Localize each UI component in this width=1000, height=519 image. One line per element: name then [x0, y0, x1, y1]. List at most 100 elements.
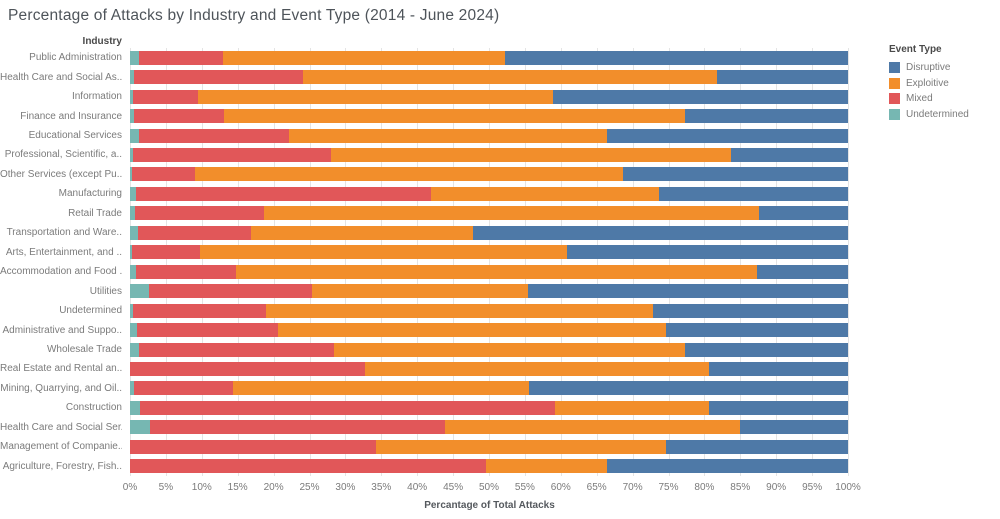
- bar-segment-mixed[interactable]: [140, 400, 556, 415]
- bar-segment-undetermined[interactable]: [130, 50, 139, 65]
- bar-segment-disruptive[interactable]: [684, 342, 848, 357]
- bar-segment-exploitive[interactable]: [264, 206, 759, 221]
- row-label[interactable]: Agriculture, Forestry, Fish..: [2, 460, 122, 472]
- bar-segment-exploitive[interactable]: [223, 50, 505, 65]
- row-label[interactable]: Health Care and Social Ser..: [0, 421, 122, 433]
- bar-segment-mixed[interactable]: [134, 381, 233, 396]
- row-label[interactable]: Manufacturing: [58, 188, 122, 200]
- bar-segment-disruptive[interactable]: [684, 109, 848, 124]
- bar-segment-exploitive[interactable]: [486, 459, 607, 474]
- bar-segment-mixed[interactable]: [132, 167, 195, 182]
- bar-segment-undetermined[interactable]: [130, 342, 139, 357]
- bar-segment-mixed[interactable]: [133, 70, 304, 85]
- bar-segment-mixed[interactable]: [132, 245, 200, 260]
- bar-segment-disruptive[interactable]: [709, 361, 848, 376]
- bar-segment-undetermined[interactable]: [130, 284, 149, 299]
- row-label[interactable]: Information: [71, 91, 122, 103]
- bar-segment-mixed[interactable]: [139, 128, 290, 143]
- bar-segment-exploitive[interactable]: [251, 225, 474, 240]
- row-label[interactable]: Health Care and Social As..: [0, 71, 122, 83]
- bar-segment-undetermined[interactable]: [130, 381, 135, 396]
- bar-segment-mixed[interactable]: [135, 186, 431, 201]
- bar-segment-undetermined[interactable]: [130, 167, 133, 182]
- row-label[interactable]: Educational Services: [28, 130, 122, 142]
- bar-segment-exploitive[interactable]: [311, 284, 529, 299]
- bar-segment-disruptive[interactable]: [653, 303, 848, 318]
- bar-segment-undetermined[interactable]: [130, 186, 136, 201]
- bar-segment-disruptive[interactable]: [758, 206, 848, 221]
- bar-segment-disruptive[interactable]: [622, 167, 848, 182]
- bar-segment-disruptive[interactable]: [666, 439, 848, 454]
- bar-segment-disruptive[interactable]: [504, 50, 848, 65]
- bar-segment-disruptive[interactable]: [552, 89, 848, 104]
- bar-segment-exploitive[interactable]: [364, 361, 710, 376]
- bar-segment-mixed[interactable]: [135, 206, 265, 221]
- bar-segment-mixed[interactable]: [148, 284, 312, 299]
- row-label[interactable]: Arts, Entertainment, and ..: [5, 246, 122, 258]
- bar-segment-undetermined[interactable]: [130, 206, 136, 221]
- bar-segment-exploitive[interactable]: [224, 109, 685, 124]
- bar-segment-exploitive[interactable]: [333, 342, 685, 357]
- bar-segment-undetermined[interactable]: [130, 245, 133, 260]
- bar-segment-disruptive[interactable]: [529, 381, 848, 396]
- bar-segment-undetermined[interactable]: [130, 70, 134, 85]
- bar-segment-exploitive[interactable]: [331, 147, 731, 162]
- row-label[interactable]: Construction: [65, 402, 122, 414]
- row-label[interactable]: Finance and Insurance: [20, 110, 122, 122]
- bar-segment-exploitive[interactable]: [198, 89, 553, 104]
- bar-segment-undetermined[interactable]: [130, 420, 151, 435]
- row-label[interactable]: Other Services (except Pu..: [0, 168, 122, 180]
- bar-segment-mixed[interactable]: [137, 225, 252, 240]
- legend-item-disruptive[interactable]: Disruptive: [889, 60, 969, 76]
- bar-segment-disruptive[interactable]: [756, 264, 848, 279]
- bar-segment-exploitive[interactable]: [232, 381, 530, 396]
- row-label[interactable]: Wholesale Trade: [46, 344, 122, 356]
- bar-segment-disruptive[interactable]: [566, 245, 848, 260]
- bar-segment-disruptive[interactable]: [606, 459, 848, 474]
- legend-item-undetermined[interactable]: Undetermined: [889, 107, 969, 123]
- bar-segment-exploitive[interactable]: [277, 323, 666, 338]
- bar-segment-undetermined[interactable]: [130, 264, 136, 279]
- bar-segment-mixed[interactable]: [130, 439, 377, 454]
- row-label[interactable]: Public Administration: [29, 52, 122, 64]
- bar-segment-disruptive[interactable]: [607, 128, 848, 143]
- row-label[interactable]: Real Estate and Rental an..: [0, 363, 122, 375]
- bar-segment-undetermined[interactable]: [130, 323, 138, 338]
- bar-segment-disruptive[interactable]: [740, 420, 848, 435]
- legend-item-mixed[interactable]: Mixed: [889, 91, 969, 107]
- row-label[interactable]: Utilities: [89, 285, 122, 297]
- bar-segment-exploitive[interactable]: [194, 167, 623, 182]
- bar-segment-mixed[interactable]: [138, 50, 224, 65]
- bar-segment-mixed[interactable]: [132, 89, 199, 104]
- bar-segment-disruptive[interactable]: [473, 225, 848, 240]
- bar-segment-exploitive[interactable]: [199, 245, 567, 260]
- bar-segment-mixed[interactable]: [133, 109, 225, 124]
- bar-segment-exploitive[interactable]: [555, 400, 709, 415]
- row-label[interactable]: Undetermined: [59, 305, 122, 317]
- bar-segment-exploitive[interactable]: [303, 70, 718, 85]
- legend-item-exploitive[interactable]: Exploitive: [889, 76, 969, 92]
- bar-segment-mixed[interactable]: [132, 147, 332, 162]
- bar-segment-disruptive[interactable]: [528, 284, 848, 299]
- bar-segment-mixed[interactable]: [132, 303, 267, 318]
- bar-segment-disruptive[interactable]: [665, 323, 848, 338]
- row-label[interactable]: Retail Trade: [68, 207, 122, 219]
- bar-segment-undetermined[interactable]: [130, 147, 133, 162]
- row-label[interactable]: Accommodation and Food ..: [0, 266, 122, 278]
- row-label[interactable]: Management of Companie..: [0, 441, 122, 453]
- row-label[interactable]: Administrative and Suppo..: [2, 324, 122, 336]
- bar-segment-disruptive[interactable]: [659, 186, 848, 201]
- bar-segment-undetermined[interactable]: [130, 89, 133, 104]
- bar-segment-exploitive[interactable]: [445, 420, 741, 435]
- bar-segment-undetermined[interactable]: [130, 109, 134, 124]
- bar-segment-disruptive[interactable]: [717, 70, 848, 85]
- bar-segment-undetermined[interactable]: [130, 225, 138, 240]
- bar-segment-mixed[interactable]: [150, 420, 446, 435]
- bar-segment-mixed[interactable]: [137, 323, 278, 338]
- bar-segment-undetermined[interactable]: [130, 128, 140, 143]
- bar-segment-mixed[interactable]: [130, 459, 487, 474]
- bar-segment-undetermined[interactable]: [130, 400, 141, 415]
- bar-segment-exploitive[interactable]: [376, 439, 667, 454]
- bar-segment-mixed[interactable]: [138, 342, 334, 357]
- bar-segment-exploitive[interactable]: [266, 303, 654, 318]
